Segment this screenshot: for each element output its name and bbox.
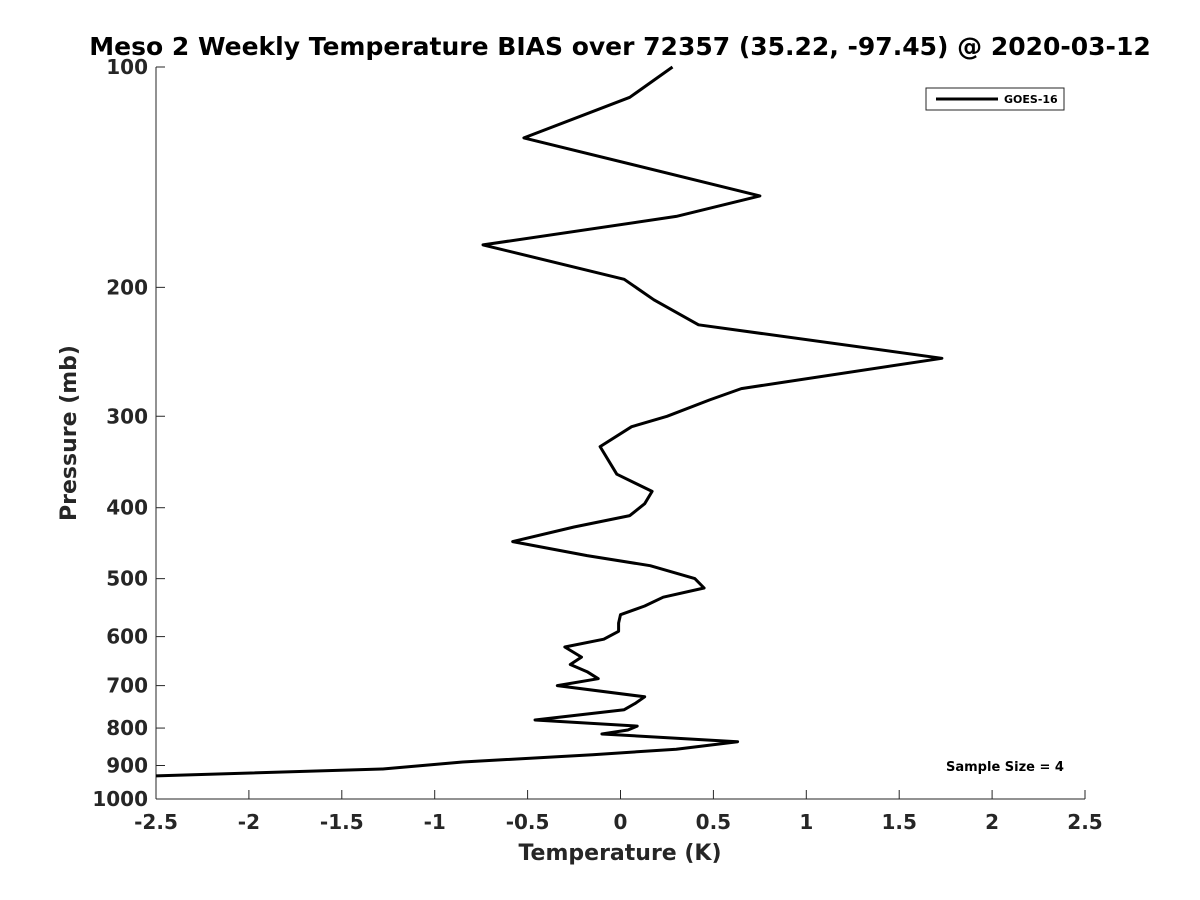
series-layer	[155, 65, 944, 778]
y-tick-label: 900	[106, 754, 148, 778]
chart-title: Meso 2 Weekly Temperature BIAS over 7235…	[89, 32, 1150, 61]
x-tick-label: -1	[424, 810, 446, 834]
x-tick-label: 2.5	[1067, 810, 1102, 834]
y-axis-label: Pressure (mb)	[57, 345, 82, 521]
y-tick-label: 600	[106, 625, 148, 649]
x-tick-label: -2.5	[134, 810, 178, 834]
x-tick-label: -0.5	[506, 810, 550, 834]
x-tick-label: -2	[238, 810, 260, 834]
y-tick-label: 100	[106, 55, 148, 79]
y-tick-label: 700	[106, 674, 148, 698]
y-tick-label: 300	[106, 404, 148, 428]
y-tick-label: 200	[106, 275, 148, 299]
x-tick-label: 0	[614, 810, 628, 834]
x-tick-label: -1.5	[320, 810, 364, 834]
y-tick-label: 800	[106, 716, 148, 740]
x-axis-ticks: -2.5 -2 -1.5 -1 -0.5 0 0.5 1 1.5 2 2.5	[134, 790, 1103, 834]
legend: GOES-16	[925, 87, 1065, 111]
sample-size-annotation: Sample Size = 4	[946, 760, 1064, 775]
y-tick-label: 400	[106, 496, 148, 520]
x-tick-label: 2	[985, 810, 999, 834]
y-axis-ticks: 100 200 300 400 500 600 700 800 900 1000	[92, 55, 165, 811]
x-tick-label: 0.5	[696, 810, 731, 834]
series-line-goes-16	[155, 65, 944, 778]
y-tick-label: 500	[106, 567, 148, 591]
x-axis-label: Temperature (K)	[518, 841, 721, 866]
y-tick-label: 1000	[92, 787, 148, 811]
x-tick-label: 1	[799, 810, 813, 834]
x-tick-label: 1.5	[881, 810, 916, 834]
legend-label-goes-16: GOES-16	[1004, 93, 1058, 106]
